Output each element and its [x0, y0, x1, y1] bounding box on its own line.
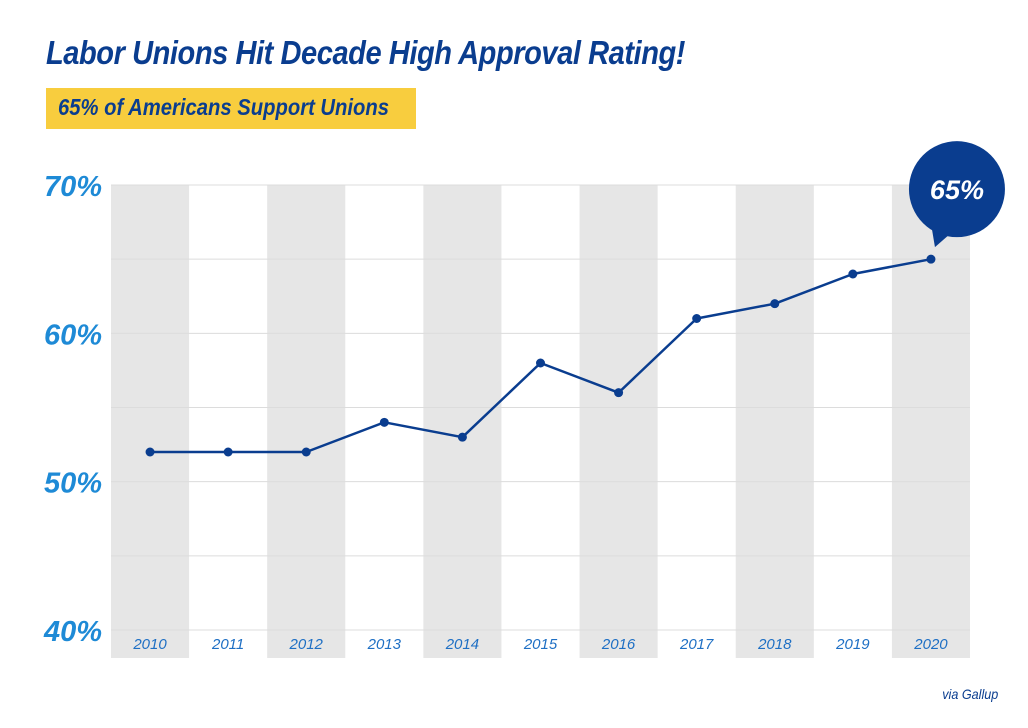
callout-bubble — [908, 141, 1005, 238]
data-point-2020 — [926, 254, 936, 264]
x-tick-label: 2014 — [445, 636, 479, 653]
x-tick-label: 2017 — [679, 636, 714, 653]
y-tick-label: 40% — [43, 616, 102, 648]
data-point-2017 — [692, 314, 702, 323]
subtitle-text: 65% of Americans Support Unions — [58, 94, 390, 120]
band-2014 — [423, 185, 502, 658]
data-point-2015 — [536, 358, 545, 368]
x-tick-label: 2010 — [132, 636, 167, 653]
y-tick-label: 60% — [44, 319, 102, 351]
data-point-2019 — [848, 269, 858, 279]
y-axis-ticks: 40% 50% 60% 70% — [43, 171, 102, 648]
x-tick-label: 2011 — [211, 636, 244, 653]
column-bands — [111, 185, 970, 658]
data-point-2010 — [145, 447, 155, 457]
source-note: via Gallup — [941, 686, 998, 702]
x-tick-label: 2013 — [367, 636, 402, 653]
x-tick-label: 2018 — [757, 636, 792, 653]
band-2010 — [111, 185, 190, 658]
data-point-2014 — [457, 432, 467, 442]
data-point-2012 — [301, 447, 311, 457]
x-tick-label: 2020 — [913, 636, 948, 653]
value-callout: 65% — [908, 141, 1005, 248]
x-axis-ticks: 2010 2011 2012 2013 2014 2015 2016 2017 2018 2019… — [132, 636, 948, 653]
data-point-2018 — [770, 299, 780, 309]
band-2018 — [735, 185, 814, 658]
x-tick-label: 2012 — [289, 636, 324, 653]
x-tick-label: 2015 — [523, 636, 558, 653]
gridlines — [111, 184, 970, 631]
band-2016 — [579, 185, 658, 658]
series-points — [145, 254, 936, 457]
x-tick-label: 2019 — [835, 636, 870, 653]
y-tick-label: 70% — [44, 171, 102, 203]
data-point-2011 — [223, 447, 233, 457]
data-point-2016 — [614, 388, 624, 398]
chart-title: Labor Unions Hit Decade High Approval Ra… — [46, 34, 686, 71]
data-point-2013 — [379, 417, 389, 427]
callout-label: 65% — [930, 175, 984, 205]
y-tick-label: 50% — [44, 468, 102, 500]
x-tick-label: 2016 — [601, 636, 636, 653]
band-2012 — [267, 185, 346, 658]
subtitle-banner: 65% of Americans Support Unions — [46, 88, 416, 129]
